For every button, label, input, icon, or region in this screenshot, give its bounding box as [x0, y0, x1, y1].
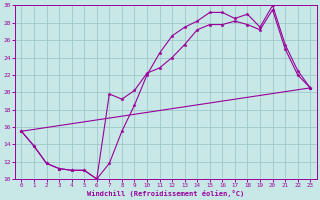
X-axis label: Windchill (Refroidissement éolien,°C): Windchill (Refroidissement éolien,°C): [87, 190, 244, 197]
